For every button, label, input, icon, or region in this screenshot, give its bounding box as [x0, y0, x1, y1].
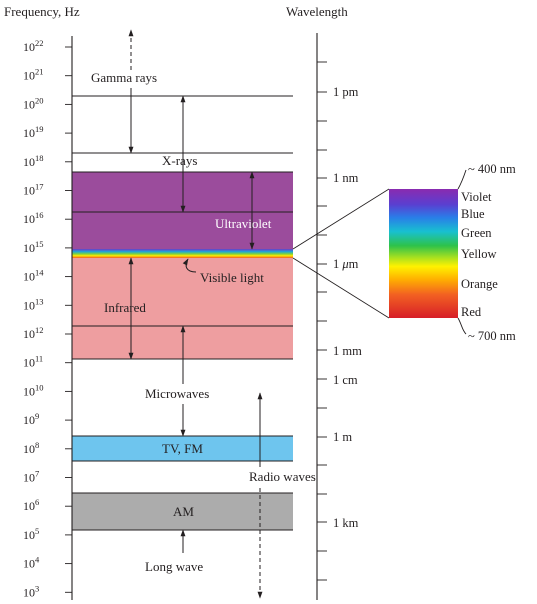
- spectrum-blue-label: Blue: [461, 207, 485, 221]
- visible-light-label: Visible light: [200, 270, 264, 285]
- spectrum-700nm-label: ~ 700 nm: [468, 329, 516, 343]
- frequency-tick-labels: 1022 1021 1020 1019 1018 1017 1016 1015 1014 1013…: [23, 38, 44, 599]
- frequency-tick-label: 105: [23, 526, 39, 542]
- spectrum-400nm-label: ~ 400 nm: [468, 162, 516, 176]
- microwaves-label: Microwaves: [145, 386, 209, 401]
- tv-fm-band: [72, 436, 293, 461]
- frequency-tick-label: 1022: [23, 38, 44, 54]
- visible-light-band: [72, 249, 293, 258]
- frequency-tick-label: 104: [23, 555, 40, 571]
- frequency-tick-label: 108: [23, 440, 39, 456]
- frequency-tick-label: 1020: [23, 95, 44, 111]
- frequency-tick-label: 1015: [23, 239, 44, 255]
- frequency-tick-label: 1012: [23, 325, 44, 341]
- frequency-tick-label: 1017: [23, 182, 44, 198]
- spectrum-connector-bottom: [292, 257, 390, 319]
- wavelength-label-um: 1 μm: [333, 257, 359, 271]
- visible-light-pointer: [182, 258, 197, 273]
- wavelength-label-nm: 1 nm: [333, 171, 359, 185]
- frequency-tick-label: 1021: [23, 67, 44, 83]
- frequency-tick-label: 1013: [23, 296, 44, 312]
- frequency-tick-label: 1011: [23, 354, 43, 370]
- range-arrows: [128, 29, 263, 599]
- frequency-tick-label: 103: [23, 583, 39, 599]
- wavelength-label-m: 1 m: [333, 430, 352, 444]
- frequency-tick-label: 109: [23, 411, 39, 427]
- frequency-tick-label: 1019: [23, 124, 44, 140]
- frequency-tick-label: 1018: [23, 153, 44, 169]
- gamma-rays-label: Gamma rays: [91, 70, 157, 85]
- visible-spectrum-box: [389, 189, 458, 318]
- wavelength-label-mm: 1 mm: [333, 344, 362, 358]
- infrared-label: Infrared: [104, 300, 146, 315]
- spectrum-yellow-label: Yellow: [461, 247, 497, 261]
- wavelength-label-km: 1 km: [333, 516, 359, 530]
- spectrum-400nm-pointer: [457, 169, 467, 190]
- wavelength-tick-marks: [317, 61, 327, 581]
- wavelength-label-pm: 1 pm: [333, 85, 359, 99]
- long-wave-label: Long wave: [145, 559, 203, 574]
- radio-waves-label: Radio waves: [249, 469, 316, 484]
- frequency-tick-label: 1014: [23, 268, 44, 284]
- frequency-tick-marks: [65, 46, 72, 593]
- frequency-tick-label: 1016: [23, 210, 44, 226]
- ultraviolet-label: Ultraviolet: [215, 216, 272, 231]
- frequency-axis-title: Frequency, Hz: [4, 4, 80, 19]
- spectrum-violet-label: Violet: [461, 190, 492, 204]
- wavelength-label-cm: 1 cm: [333, 373, 358, 387]
- frequency-tick-label: 1010: [23, 382, 44, 398]
- spectrum-700nm-pointer: [457, 317, 467, 335]
- x-rays-label: X-rays: [162, 153, 197, 168]
- spectrum-green-label: Green: [461, 226, 492, 240]
- frequency-tick-label: 107: [23, 469, 39, 485]
- spectrum-connector-top: [292, 188, 390, 250]
- spectrum-red-label: Red: [461, 305, 482, 319]
- am-label: AM: [173, 504, 194, 519]
- am-band: [72, 493, 293, 530]
- wavelength-axis-title: Wavelength: [286, 4, 348, 19]
- frequency-tick-label: 106: [23, 497, 39, 513]
- spectrum-orange-label: Orange: [461, 277, 498, 291]
- tv-fm-label: TV, FM: [162, 441, 203, 456]
